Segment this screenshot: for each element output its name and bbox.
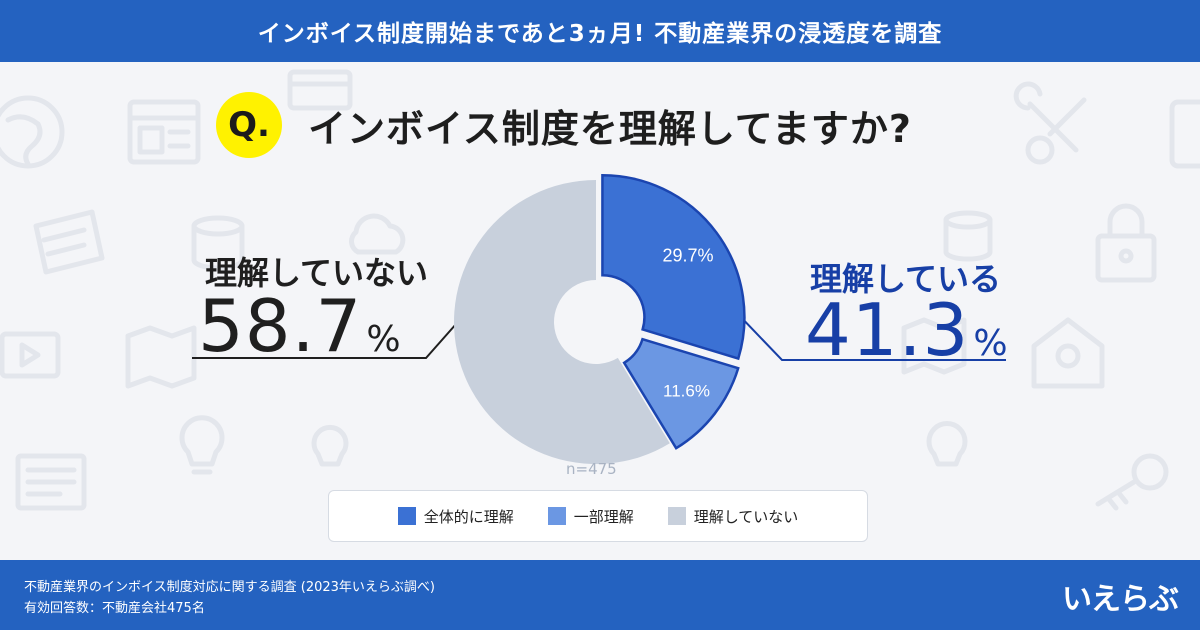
browser-window-icon (287, 69, 353, 111)
left-value-unit: % (366, 319, 402, 360)
legend-item: 全体的に理解 (397, 506, 514, 527)
newspaper-icon (15, 453, 87, 511)
donut-slice-1 (601, 173, 746, 361)
question-text: インボイス制度を理解してますか? (308, 106, 912, 151)
map-icon (901, 317, 967, 375)
question-badge: Q. (216, 92, 282, 158)
donut-slice-2 (622, 337, 740, 450)
house-icon (1031, 317, 1105, 389)
donut-data-label: 11.6% (663, 382, 710, 401)
background-icons (0, 69, 1200, 511)
left-callout-value: 58.7% (198, 284, 402, 368)
right-callout-line (735, 311, 1006, 361)
question-row: Q. インボイス制度を理解してますか? (216, 92, 912, 158)
sample-size: n=475 (566, 460, 617, 478)
banner-title: インボイス制度開始まであと3ヵ月! 不動産業界の浸透度を調査 (257, 21, 943, 47)
footer-respondents: 有効回答数：不動産会社475名 (24, 601, 205, 616)
legend-item: 理解していない (667, 506, 799, 527)
right-callout-value: 41.3% (805, 288, 1009, 372)
globe-icon (0, 95, 65, 169)
brand-logo: いえらぶ (1062, 582, 1179, 617)
lightbulb-icon (179, 415, 225, 475)
folder-icon (33, 209, 105, 275)
wrench-icon (1013, 81, 1087, 165)
lock-icon (1095, 203, 1157, 283)
legend-swatch (547, 507, 566, 525)
key-icon (1095, 453, 1169, 511)
top-banner: インボイス制度開始まであと3ヵ月! 不動産業界の浸透度を調査 (0, 0, 1200, 62)
right-value-number: 41.3 (805, 288, 970, 372)
donut-slice-3 (454, 180, 670, 464)
cloud-icon (349, 213, 406, 255)
left-value-number: 58.7 (198, 284, 363, 368)
browser-window-icon (127, 99, 201, 165)
map-icon (125, 325, 197, 389)
legend-swatch (397, 507, 416, 525)
lightbulb-icon (311, 424, 349, 467)
chart-legend: 全体的に理解 一部理解 理解していない (328, 490, 868, 542)
video-icon (0, 331, 61, 379)
donut-data-label: 29.7% (662, 245, 713, 265)
legend-item: 一部理解 (547, 506, 634, 527)
footer-source: 不動産業界のインボイス制度対応に関する調査 (2023年いえらぶ調べ) (24, 580, 435, 595)
footer-bar: 不動産業界のインボイス制度対応に関する調査 (2023年いえらぶ調べ) 有効回答… (0, 560, 1200, 630)
legend-swatch (667, 507, 686, 525)
left-callout-label: 理解していない (205, 254, 429, 292)
database-icon (191, 215, 245, 271)
phone-icon (1169, 99, 1200, 169)
right-callout-label: 理解している (810, 260, 1002, 298)
lightbulb-icon (926, 421, 968, 467)
legend-label: 理解していない (693, 507, 799, 526)
legend-label: 全体的に理解 (423, 507, 514, 526)
legend-label: 一部理解 (573, 507, 634, 526)
database-icon (943, 210, 993, 262)
right-value-unit: % (973, 323, 1009, 364)
